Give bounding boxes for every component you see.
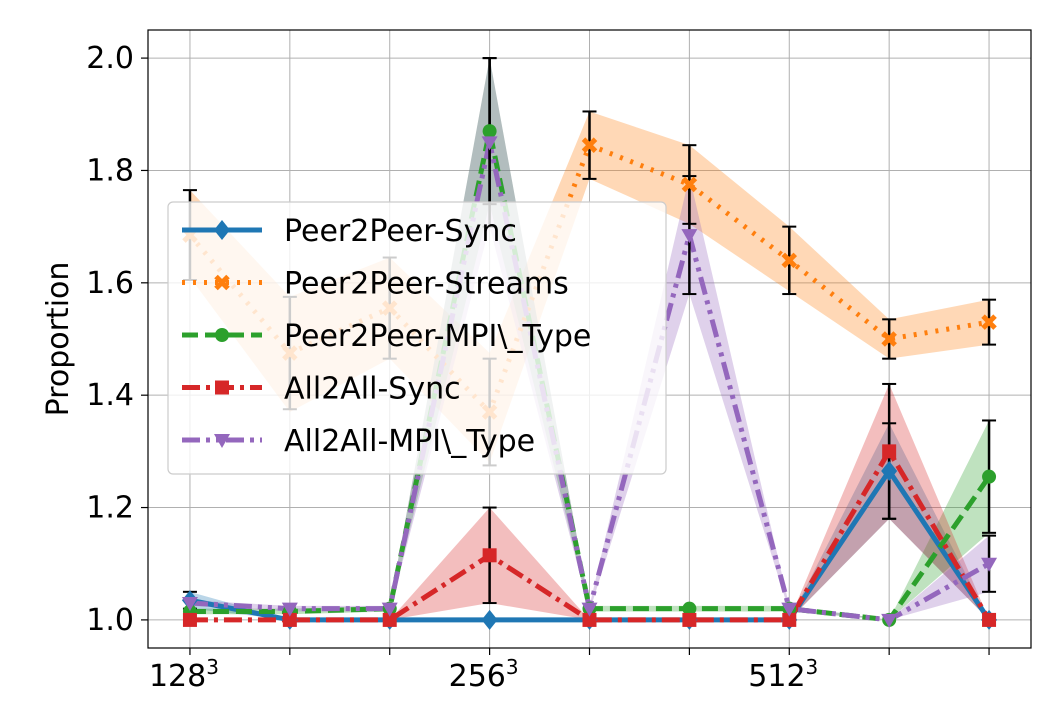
data-point	[681, 229, 698, 244]
x-tick-label-base: 512	[748, 659, 805, 694]
legend-label: Peer2Peer-Sync	[284, 214, 517, 249]
data-markers	[181, 124, 998, 630]
legend-marker	[214, 274, 230, 291]
y-tick-label: 1.4	[86, 378, 134, 413]
marker-stroke	[981, 314, 997, 330]
data-point	[481, 136, 498, 151]
data-point	[881, 461, 898, 482]
legend-entry: Peer2Peer-MPI\_Type	[182, 319, 591, 354]
x-tick-label-exponent: 3	[806, 655, 819, 679]
data-point	[581, 137, 598, 153]
data-point	[881, 613, 898, 628]
y-tick-label: 1.0	[86, 603, 134, 638]
data-point	[582, 612, 597, 627]
legend-box	[167, 201, 667, 475]
legend-marker	[215, 328, 229, 342]
data-point	[981, 557, 998, 572]
data-point	[482, 124, 497, 139]
data-point	[982, 612, 997, 627]
legend-entry: All2All-MPI\_Type	[182, 424, 535, 459]
data-point	[982, 469, 997, 484]
y-tick-label: 2.0	[86, 41, 134, 76]
x-tick-label-base: 128	[149, 659, 206, 694]
data-point	[781, 602, 798, 617]
x-tick-label-base: 256	[449, 659, 506, 694]
data-point	[581, 602, 598, 617]
data-point	[281, 602, 298, 617]
legend-entry: Peer2Peer-Sync	[182, 214, 517, 249]
data-point	[781, 252, 798, 269]
data-point	[681, 176, 698, 193]
x-tick-label-exponent: 3	[206, 655, 219, 679]
legend-label: Peer2Peer-Streams	[284, 267, 569, 302]
data-point	[182, 612, 197, 627]
y-tick-label: 1.8	[86, 153, 134, 188]
data-point	[382, 612, 397, 627]
data-point	[482, 548, 497, 563]
x-tick-label: 5123	[748, 655, 818, 694]
data-point	[282, 612, 297, 627]
legend-label: All2All-MPI\_Type	[284, 424, 535, 459]
x-tick-label: 2563	[449, 655, 519, 694]
data-point	[181, 597, 198, 612]
legend-entry: All2All-Sync	[182, 372, 461, 407]
legend-label: Peer2Peer-MPI\_Type	[284, 319, 591, 354]
data-point	[682, 601, 697, 616]
y-axis-label: Proportion	[41, 262, 76, 417]
legend-marker	[215, 380, 229, 395]
data-point	[782, 612, 797, 627]
legend-label: All2All-Sync	[284, 372, 461, 407]
legend-entry: Peer2Peer-Streams	[182, 267, 569, 302]
data-point	[881, 331, 897, 347]
x-tick-label: 1283	[149, 655, 219, 694]
marker-stroke	[214, 274, 230, 291]
marker-stroke	[681, 176, 698, 193]
legend: Peer2Peer-Sync Peer2Peer-Streams Peer2Peer…	[167, 201, 667, 475]
data-point	[682, 612, 697, 627]
data-point	[381, 602, 398, 617]
data-point	[481, 609, 498, 630]
marker-stroke	[581, 137, 598, 153]
data-point	[882, 444, 897, 459]
legend-marker	[214, 220, 230, 240]
marker-stroke	[881, 331, 897, 347]
legend-marker	[214, 434, 230, 448]
marker-stroke	[781, 252, 798, 269]
x-tick-label-exponent: 3	[506, 655, 519, 679]
y-tick-label: 1.2	[86, 491, 134, 526]
data-point	[981, 314, 997, 330]
y-tick-label: 1.6	[86, 266, 134, 301]
